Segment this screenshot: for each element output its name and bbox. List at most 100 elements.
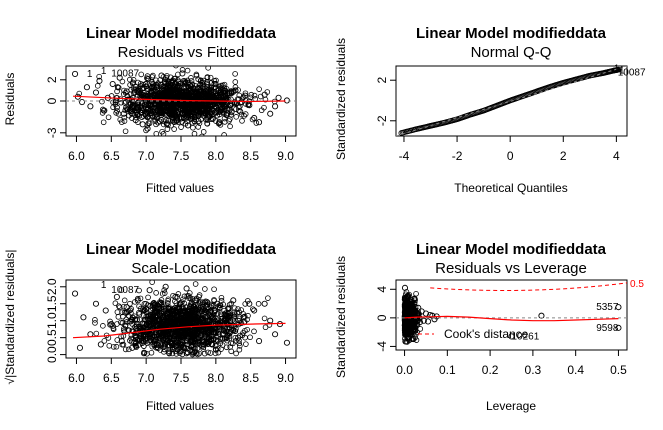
x-tick-label: 0.1 (439, 363, 456, 377)
scatter-point (161, 290, 168, 296)
scatter-point (204, 301, 211, 308)
scatter-point (253, 120, 260, 126)
scatter-point (142, 94, 148, 101)
scatter-point (96, 77, 103, 84)
scatter-point (216, 326, 222, 332)
scatter-point (189, 115, 196, 122)
scatter-point (258, 107, 265, 114)
scatter-point (237, 99, 244, 106)
scatter-point (119, 341, 126, 348)
scatter-point (147, 331, 153, 337)
scatter-point (165, 296, 172, 303)
scatter-point (143, 127, 149, 134)
scatter-point (138, 334, 144, 340)
y-tick-label: -2 (375, 115, 389, 126)
scatter-point (221, 316, 228, 323)
scatter-point (190, 317, 197, 324)
scatter-point (101, 338, 108, 344)
scatter-point (233, 106, 239, 112)
scatter-point (162, 283, 169, 290)
scatter-point (119, 78, 126, 85)
scatter-point (173, 339, 179, 346)
scatter-point (112, 99, 119, 105)
scatter-point (246, 300, 253, 307)
scatter-point (94, 83, 101, 89)
point-annotation: 10087 (111, 285, 139, 296)
scatter-point (204, 333, 211, 340)
scatter-point (214, 329, 221, 336)
plot-area (396, 66, 627, 136)
scatter-point (164, 120, 171, 127)
scatter-point (184, 67, 191, 74)
scatter-point (120, 110, 127, 117)
x-tick-label: 8.5 (242, 149, 259, 163)
point-annotation: 1 (619, 66, 625, 77)
scatter-point (176, 304, 183, 311)
scatter-point (100, 119, 107, 126)
scatter-point (197, 81, 204, 88)
cooks-level-label: 0.5 (630, 279, 644, 290)
scatter-point (166, 90, 172, 96)
scatter-point (202, 298, 209, 305)
scatter-point (184, 349, 191, 356)
scatter-point (143, 309, 150, 315)
scatter-point (146, 287, 153, 294)
scatter-point (189, 309, 196, 316)
scatter-point (109, 80, 116, 88)
scatter-point (221, 132, 227, 136)
x-tick-label: 0 (507, 149, 514, 163)
scatter-point (201, 350, 208, 357)
scatter-point (238, 111, 245, 118)
smooth-trend-line (72, 322, 286, 339)
scatter-point (272, 331, 279, 338)
scatter-point (195, 124, 202, 130)
scatter-point (145, 101, 152, 108)
scatter-point (202, 308, 208, 315)
scatter-point (182, 83, 189, 90)
scatter-point (114, 84, 121, 91)
y-tick-label: 1.0 (45, 312, 59, 329)
scatter-point (128, 339, 135, 345)
x-tick-label: 6.0 (68, 371, 85, 385)
scatter-point (172, 298, 178, 305)
scatter-point (132, 316, 139, 322)
scatter-point (156, 317, 163, 323)
scatter-point (183, 304, 189, 310)
scatter-point (185, 293, 192, 299)
scatter-point (414, 329, 420, 335)
scatter-point (193, 318, 199, 325)
scatter-point (243, 341, 249, 347)
scatter-point (275, 94, 282, 101)
scatter-point (212, 84, 219, 90)
scatter-point (221, 85, 228, 91)
scatter-point (236, 340, 242, 347)
scatter-point (266, 322, 273, 328)
scatter-point (174, 115, 181, 122)
scatter-point (97, 341, 104, 348)
scatter-point (167, 334, 174, 341)
scatter-point (201, 309, 208, 316)
scatter-point (72, 70, 79, 78)
scatter-point (208, 112, 215, 118)
scatter-point (175, 119, 182, 125)
scatter-point (403, 319, 410, 325)
scatter-point (216, 119, 223, 126)
scatter-point (181, 314, 188, 320)
point-annotation: 1 (101, 280, 107, 291)
scatter-point (411, 309, 418, 316)
scatter-point (182, 79, 189, 86)
scatter-point (99, 98, 105, 105)
scatter-point (204, 74, 211, 80)
y-axis-label: Standardized residuals (334, 38, 348, 160)
scatter-point (153, 342, 159, 349)
scatter-point (193, 71, 200, 78)
cooks-distance-contour (430, 282, 627, 291)
scatter-point (251, 307, 258, 314)
scatter-point (207, 87, 214, 94)
scatter-point (150, 322, 156, 329)
scatter-point (174, 89, 181, 95)
scatter-point (224, 105, 230, 112)
x-axis-label: Fitted values (146, 399, 214, 413)
scatter-point (201, 107, 208, 113)
scatter-point (208, 314, 214, 320)
